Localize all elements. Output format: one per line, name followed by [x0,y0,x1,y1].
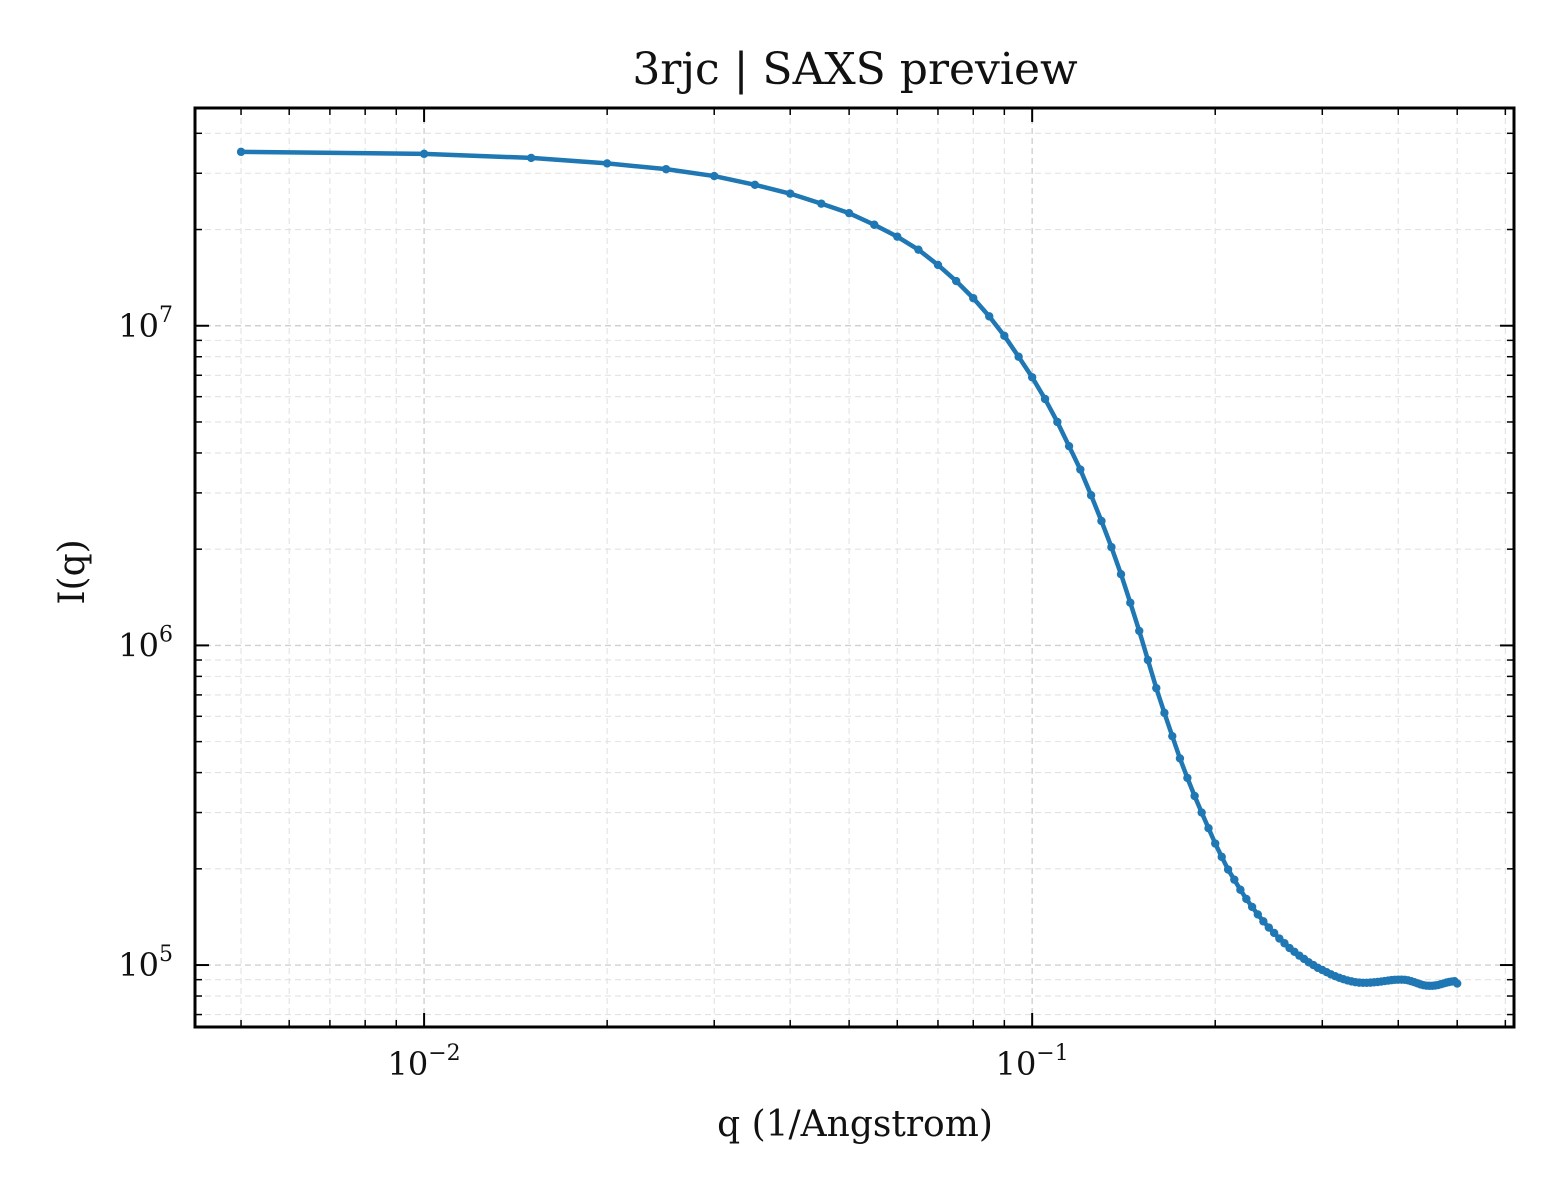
y-axis-label: I(q) [52,539,93,604]
data-point [1126,598,1135,607]
data-point [1230,875,1239,884]
x-tick-label-base: 10 [388,1045,429,1083]
y-tick-label: 105 [118,942,173,984]
data-point [236,147,246,157]
data-point [1014,352,1023,361]
data-point [1204,823,1213,833]
data-point [1086,491,1096,500]
data-point [1236,885,1245,894]
series-layer [236,147,1462,991]
data-point [1264,923,1274,932]
data-point [661,164,671,174]
data-point [1143,655,1153,665]
data-point [1107,542,1116,552]
x-tick-label: 10−2 [388,1041,461,1083]
data-point [1211,839,1220,848]
data-point [1452,979,1462,988]
data-point [710,171,719,181]
data-point [1000,331,1009,341]
data-point [1040,394,1050,404]
y-tick-label-exponent: 6 [159,622,173,647]
data-point [1116,570,1126,579]
data-point [1135,626,1144,636]
data-point [1027,373,1037,382]
data-point [526,153,536,163]
x-axis-label: q (1/Angstrom) [717,1104,993,1145]
data-point [969,293,978,303]
data-point [419,149,429,159]
data-point [1076,465,1085,474]
data-point [1064,441,1074,451]
data-point [1152,683,1161,693]
data-point [844,208,854,218]
x-tick-label-exponent: −2 [428,1041,460,1066]
data-point [817,199,826,208]
y-tick-label-base: 10 [118,307,159,345]
data-point [1168,731,1177,741]
y-tick-label-base: 10 [118,626,159,664]
data-point [951,276,961,286]
data-point [785,189,795,198]
y-tick-label-exponent: 7 [159,303,173,328]
data-point [870,220,879,229]
data-point [1197,808,1206,817]
axis-ticks [195,108,1514,1027]
x-tick-label-exponent: −1 [1036,1041,1068,1066]
data-point [1097,516,1106,526]
data-point [1247,902,1257,912]
data-point [1175,754,1185,763]
y-tick-label: 107 [118,303,173,345]
data-point [1053,417,1062,427]
y-tick-label: 106 [118,622,173,664]
y-tick-label-base: 10 [118,946,159,984]
data-point [1259,917,1268,926]
x-tick-label-base: 10 [996,1045,1037,1083]
grid [195,108,1514,1027]
data-point [750,180,760,190]
data-point [1253,910,1263,919]
y-tick-label-exponent: 5 [159,942,173,967]
data-point [602,159,612,168]
data-point [1183,773,1192,783]
data-point [893,232,902,241]
data-point [933,260,943,270]
data-point [985,312,994,321]
data-point [1160,708,1169,718]
data-point [1217,852,1226,862]
x-tick-label: 10−1 [996,1041,1069,1083]
chart-title: 3rjc | SAXS preview [632,44,1078,95]
data-point [1223,865,1233,874]
plot-frame [193,106,1516,1029]
data-point [914,245,923,254]
data-point [1269,928,1279,938]
data-point [1242,894,1251,904]
data-point [1190,791,1199,801]
